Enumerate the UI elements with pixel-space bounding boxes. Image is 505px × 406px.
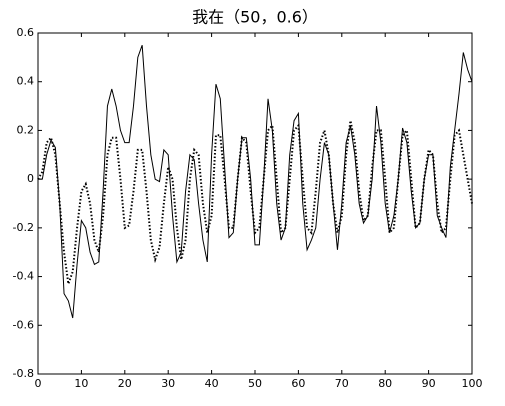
plot-frame [37,32,473,375]
x-tick-label: 0 [35,377,42,390]
x-tick-label: 40 [205,377,219,390]
x-tick-label: 10 [74,377,88,390]
x-tick-label: 50 [248,377,262,390]
x-tick-label: 90 [422,377,436,390]
x-tick-label: 70 [335,377,349,390]
series-line [37,120,473,285]
x-tick-label: 30 [161,377,175,390]
x-tick-label: 100 [462,377,483,390]
y-tick-label: 0.4 [17,75,35,88]
y-tick-label: -0.8 [13,367,34,380]
y-tick-label: -0.6 [13,318,34,331]
x-tick-label: 80 [378,377,392,390]
chart-title: 我在（50，0.6） [192,8,318,27]
y-tick-label: 0.6 [17,26,35,39]
y-tick-label: -0.4 [13,270,34,283]
x-tick-label: 20 [118,377,132,390]
y-tick-label: -0.2 [13,221,34,234]
y-tick-label: 0.2 [17,123,35,136]
x-tick-label: 60 [291,377,305,390]
y-tick-label: 0 [27,172,34,185]
